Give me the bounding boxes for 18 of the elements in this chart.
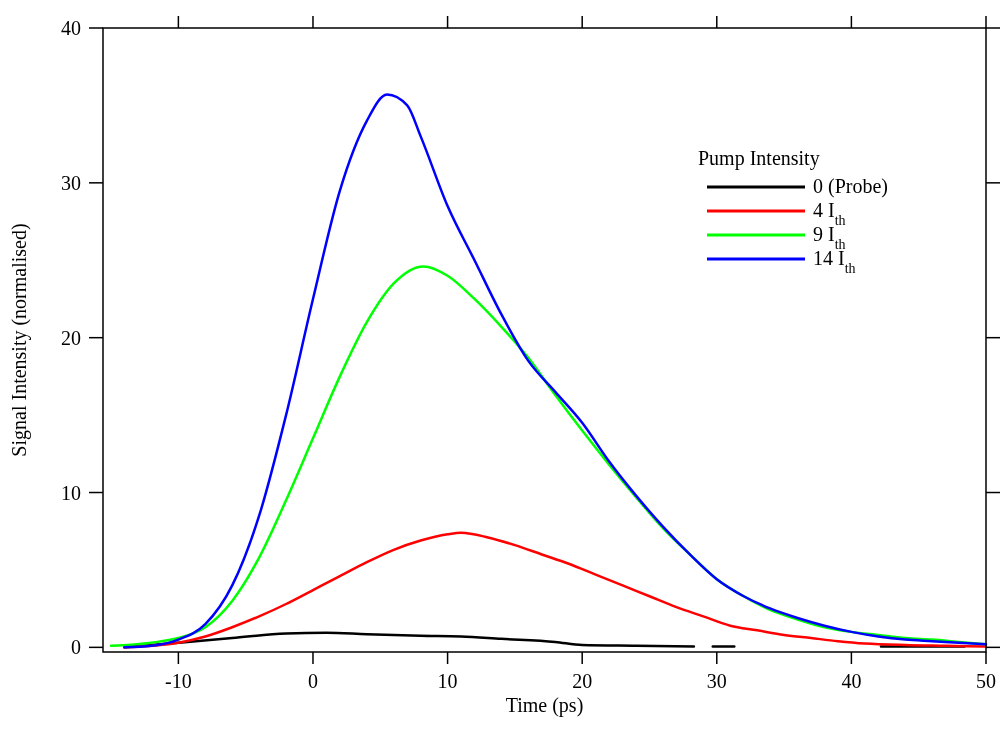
- y-tick-label: 10: [61, 481, 81, 504]
- x-axis-title: Time (ps): [505, 694, 584, 717]
- x-tick-label: 50: [976, 670, 996, 692]
- x-tick-label: 20: [572, 670, 593, 692]
- y-axis-title: Signal Intensity (normalised): [8, 223, 31, 457]
- y-tick-label: 40: [61, 17, 81, 39]
- legend-title: Pump Intensity: [698, 147, 820, 170]
- x-tick-label: 40: [841, 670, 862, 692]
- x-tick-label: 10: [437, 670, 458, 692]
- x-tick-label: -10: [165, 670, 192, 692]
- y-tick-label: 20: [61, 326, 81, 349]
- y-tick-label: 30: [61, 171, 81, 194]
- x-tick-label: 0: [307, 670, 318, 692]
- legend-label: 4 I$_{th}$: [813, 199, 846, 228]
- y-tick-label: 0: [71, 636, 81, 659]
- legend-label: 0 (Probe): [813, 175, 888, 198]
- x-tick-label: 30: [706, 670, 727, 692]
- line-series: [123, 93, 988, 649]
